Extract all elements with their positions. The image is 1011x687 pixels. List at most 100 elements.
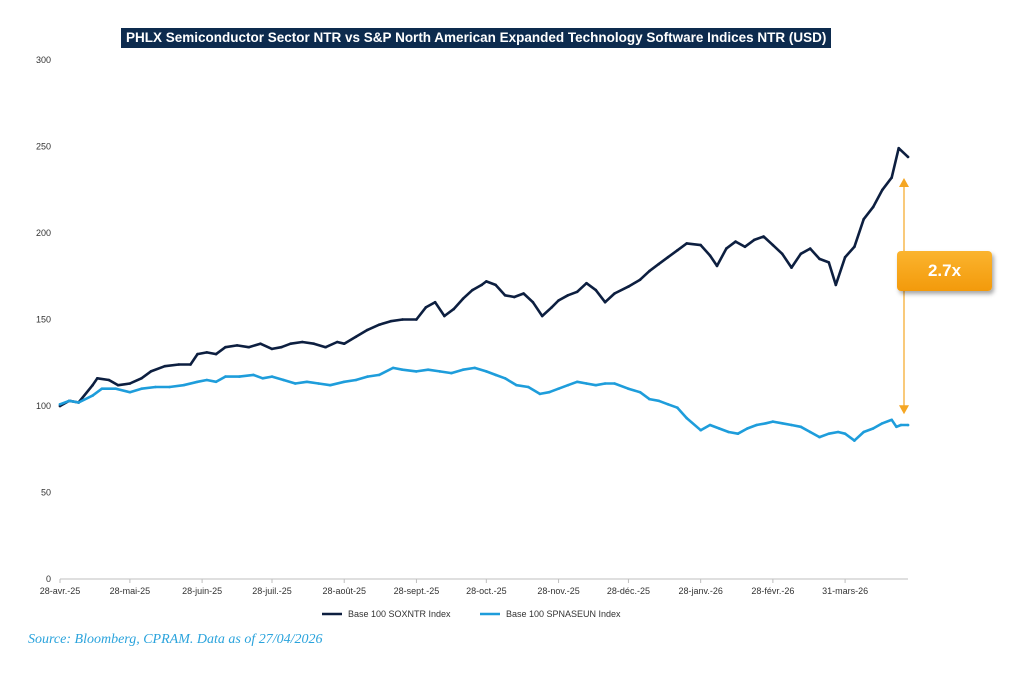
series-2-point: [836, 430, 840, 434]
series-2-point: [718, 427, 721, 430]
series-2-point: [708, 423, 712, 427]
series-1-point: [780, 252, 784, 256]
series-2-point: [354, 378, 358, 382]
series-1-point: [149, 370, 153, 373]
series-2-point: [426, 368, 430, 372]
series-1-point: [280, 345, 283, 349]
series-1-point: [443, 314, 446, 318]
y-tick-label: 250: [36, 142, 51, 152]
series-2-point: [890, 418, 893, 422]
series-2-point: [214, 380, 218, 384]
series-2-point: [196, 380, 199, 384]
series-1-point: [342, 342, 346, 346]
x-tick-label: 28-août-25: [322, 586, 366, 596]
series-1-point: [522, 292, 525, 295]
series-2-point: [727, 430, 730, 434]
series-1-point: [790, 266, 793, 269]
y-tick-label: 200: [36, 228, 51, 238]
series-1-point: [289, 342, 292, 346]
series-1-point: [827, 261, 831, 264]
series-2-point: [415, 370, 418, 373]
series-2-point: [461, 368, 465, 372]
series-2-point: [503, 377, 507, 380]
series-1-point: [762, 235, 765, 238]
legend-label-1: Base 100 SOXNTR Index: [348, 609, 451, 619]
series-1-point: [906, 155, 910, 159]
series-2-point: [68, 399, 71, 403]
series-2-point: [527, 385, 530, 389]
series-2-point: [871, 427, 875, 430]
source-note: Source: Bloomberg, CPRAM. Data as of 27/…: [28, 632, 323, 647]
series-1-point: [699, 243, 702, 247]
x-tick-label: 28-déc.-25: [607, 586, 650, 596]
gap-annotation-label: 2.7x: [897, 251, 992, 291]
series-1-point: [890, 176, 893, 179]
series-1-point: [808, 247, 812, 250]
series-2-point: [557, 387, 560, 391]
series-2-point: [881, 422, 884, 425]
series-1-point: [140, 377, 143, 380]
series-2-point: [566, 383, 570, 387]
series-2-point: [485, 370, 488, 373]
series-2-point: [613, 382, 616, 385]
series-1-point: [843, 255, 847, 259]
series-2-point: [494, 373, 497, 377]
series-2-point: [799, 425, 803, 429]
series-2-point: [862, 430, 865, 434]
series-1-point: [503, 294, 507, 297]
gap-arrow-head-bottom: [899, 405, 909, 415]
series-2-point: [391, 366, 395, 370]
series-1-point: [557, 299, 560, 302]
series-2-point: [328, 383, 332, 387]
series-1-point: [424, 306, 428, 309]
series-1-point: [871, 205, 875, 209]
series-1-point: [377, 323, 381, 327]
series-1-point: [799, 252, 803, 256]
series-1-point: [335, 340, 339, 344]
series-1-point: [235, 344, 239, 347]
series-2-point: [736, 432, 740, 436]
series-2-point: [238, 375, 241, 378]
y-tick-label: 300: [36, 55, 51, 65]
series-1-point: [594, 288, 598, 292]
series-1-point: [389, 319, 393, 323]
series-1-point: [540, 314, 544, 318]
series-1-point: [471, 288, 474, 292]
series-2-point: [638, 390, 642, 394]
chart-series: [58, 146, 910, 442]
series-1-point: [107, 378, 111, 382]
x-tick-label: 31-mars-26: [822, 586, 868, 596]
series-2-point: [270, 375, 274, 378]
series-1-point: [366, 328, 369, 332]
series-1-point: [715, 264, 719, 268]
x-tick-label: 28-oct.-25: [466, 586, 507, 596]
series-1-point: [657, 262, 660, 266]
series-2-point: [853, 439, 856, 442]
series-2-point: [790, 423, 793, 427]
series-2-point: [114, 387, 118, 391]
series-2-point: [666, 403, 670, 406]
chart-legend: Base 100 SOXNTR Index Base 100 SPNASEUN I…: [322, 609, 621, 619]
series-1-point: [648, 269, 651, 273]
chart-title: PHLX Semiconductor Sector NTR vs S&P Nor…: [121, 28, 832, 48]
series-1-point: [638, 278, 642, 282]
series-1-point: [96, 377, 99, 380]
series-2-point: [648, 397, 651, 401]
series-1-point: [862, 217, 865, 221]
series-1-point: [214, 352, 218, 356]
series-1-point: [613, 292, 616, 295]
series-2-point: [205, 378, 209, 382]
series-1-point: [725, 247, 728, 250]
x-tick-label: 28-juil.-25: [252, 586, 292, 596]
series-2-point: [843, 432, 847, 436]
series-1-point: [91, 383, 94, 387]
x-tick-label: 28-mai-25: [110, 586, 151, 596]
chart-axes: 0 50 100 150 200 250 300 28-avr.-25 28-mai-25 28-…: [36, 55, 908, 596]
series-2-point: [746, 427, 749, 430]
series-2-point: [450, 371, 453, 375]
x-tick-label: 28-févr.-26: [751, 586, 794, 596]
series-2-point: [699, 428, 702, 432]
series-1-point: [743, 245, 747, 249]
series-1-point: [312, 342, 316, 346]
series-2-point: [168, 385, 171, 389]
